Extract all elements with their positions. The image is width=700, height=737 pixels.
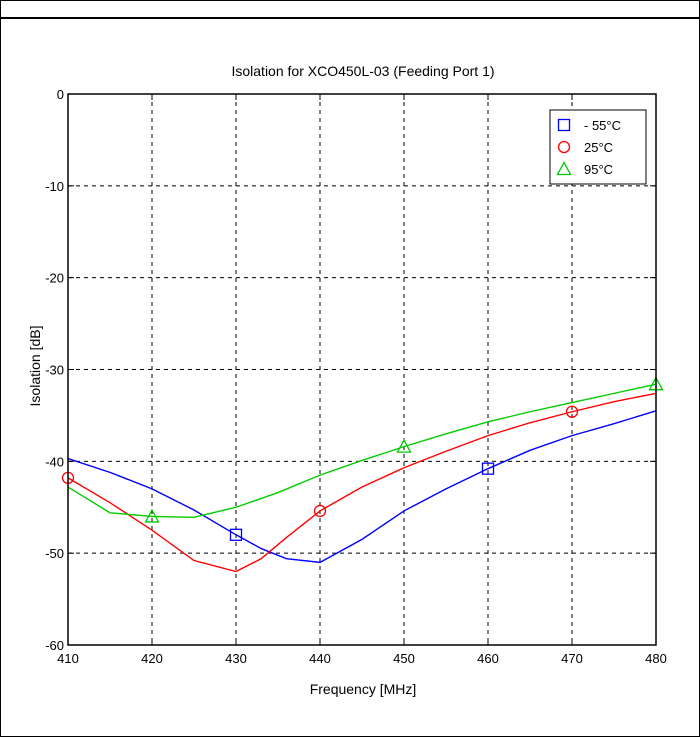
x-tick-label: 470 <box>561 651 583 666</box>
legend-label-2: 95°C <box>584 162 613 177</box>
x-tick-label: 410 <box>57 651 79 666</box>
series-marker-2 <box>144 508 160 523</box>
y-tick-label: -40 <box>45 454 64 469</box>
x-tick-label: 420 <box>141 651 163 666</box>
x-tick-label: 480 <box>645 651 667 666</box>
y-tick-label: 0 <box>57 87 64 102</box>
x-axis-label: Frequency [MHz] <box>310 681 417 697</box>
legend-marker-2 <box>556 161 572 176</box>
x-tick-label: 440 <box>309 651 331 666</box>
legend-label-1: 25°C <box>584 140 613 155</box>
y-tick-label: -60 <box>45 638 64 653</box>
series-line-2 <box>67 383 657 519</box>
chart-title: Isolation for XCO450L-03 (Feeding Port 1… <box>231 63 494 79</box>
legend-marker-1 <box>557 140 571 154</box>
series-marker-0 <box>229 528 243 541</box>
legend: - 55°C 25°C 95°C <box>549 109 647 185</box>
series-line-0 <box>67 410 657 564</box>
axis-ticks: 410 420 430 440 450 460 470 480 0 -10 -20 -30 -40 -50… <box>45 87 667 666</box>
y-tick-label: -50 <box>45 546 64 561</box>
y-tick-label: -10 <box>45 179 64 194</box>
series-marker-1 <box>313 504 327 518</box>
series-marker-0 <box>481 462 495 475</box>
legend-box <box>549 109 647 185</box>
y-tick-label: -30 <box>45 363 64 378</box>
legend-marker-0 <box>557 118 571 132</box>
series-marker-1 <box>565 405 579 418</box>
series-line-1 <box>67 392 657 573</box>
x-tick-label: 460 <box>477 651 499 666</box>
x-tick-label: 450 <box>393 651 415 666</box>
series-layer <box>61 376 664 573</box>
legend-label-0: - 55°C <box>584 118 621 133</box>
series-marker-2 <box>396 438 412 453</box>
y-tick-label: -20 <box>45 271 64 286</box>
x-tick-label: 430 <box>225 651 247 666</box>
figure-top-rule <box>0 17 700 19</box>
y-axis-label: Isolation [dB] <box>27 326 43 407</box>
grid-lines <box>68 94 656 645</box>
